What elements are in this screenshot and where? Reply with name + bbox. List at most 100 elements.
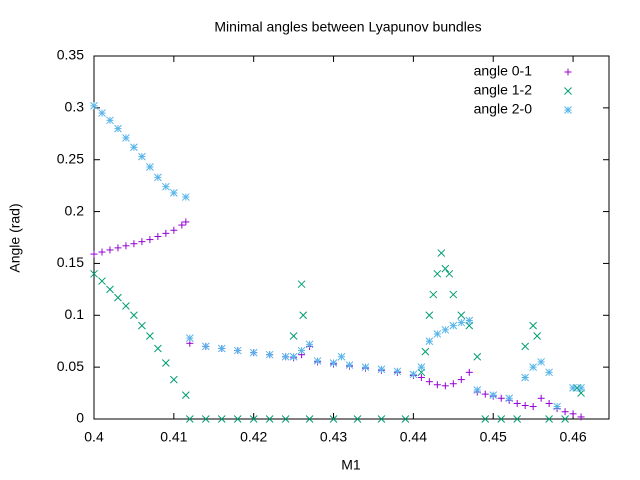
marker-stroke xyxy=(361,363,370,371)
marker-stroke xyxy=(353,415,362,423)
marker-stroke xyxy=(425,311,434,320)
marker xyxy=(98,277,106,285)
marker xyxy=(297,280,306,289)
marker-stroke xyxy=(185,334,194,342)
marker xyxy=(465,368,473,376)
marker-stroke xyxy=(377,365,386,374)
marker-stroke xyxy=(169,375,178,384)
marker-stroke xyxy=(433,269,442,278)
marker-stroke xyxy=(281,352,290,361)
marker xyxy=(457,318,466,327)
marker-stroke xyxy=(441,264,450,273)
marker xyxy=(513,399,521,407)
marker xyxy=(162,229,170,237)
marker xyxy=(305,340,314,349)
marker xyxy=(433,381,441,389)
marker-stroke xyxy=(481,415,490,423)
marker-stroke xyxy=(90,101,98,110)
marker-stroke xyxy=(449,290,458,299)
marker xyxy=(564,87,572,95)
marker-stroke xyxy=(114,124,122,133)
marker-stroke xyxy=(305,415,314,423)
marker-stroke xyxy=(449,321,458,330)
marker-stroke xyxy=(146,332,154,340)
marker xyxy=(545,368,553,377)
marker-stroke xyxy=(473,386,482,394)
marker-stroke xyxy=(299,311,308,320)
marker xyxy=(497,415,506,423)
marker-stroke xyxy=(521,342,530,351)
marker xyxy=(122,134,130,142)
marker xyxy=(393,367,402,376)
marker xyxy=(130,311,138,320)
marker-stroke xyxy=(201,342,210,351)
marker-stroke xyxy=(130,311,138,320)
marker-stroke xyxy=(337,352,346,361)
y-tick-label: 0.35 xyxy=(57,47,84,63)
marker xyxy=(169,189,178,197)
marker xyxy=(98,109,106,117)
marker-stroke xyxy=(409,370,418,379)
marker xyxy=(181,193,190,201)
marker xyxy=(345,361,354,369)
marker xyxy=(170,226,178,234)
marker xyxy=(154,173,162,182)
marker xyxy=(577,384,585,392)
marker xyxy=(569,410,577,418)
marker-stroke xyxy=(329,359,338,367)
marker xyxy=(90,101,98,110)
marker xyxy=(569,384,577,392)
marker xyxy=(265,415,274,423)
marker xyxy=(561,408,569,416)
marker-stroke xyxy=(445,269,454,278)
marker xyxy=(217,415,226,423)
marker-stroke xyxy=(181,391,190,399)
marker xyxy=(553,402,561,411)
marker-stroke xyxy=(513,415,522,423)
marker xyxy=(146,236,154,244)
x-tick-label: 0.44 xyxy=(400,429,427,445)
marker xyxy=(217,344,226,353)
marker xyxy=(401,415,410,423)
marker-stroke xyxy=(233,346,242,355)
x-tick-label: 0.43 xyxy=(320,429,347,445)
x-tick-label: 0.41 xyxy=(160,429,187,445)
marker xyxy=(481,415,490,423)
marker xyxy=(146,163,154,171)
marker xyxy=(201,415,210,423)
marker-stroke xyxy=(98,109,106,117)
marker xyxy=(178,221,186,229)
marker-stroke xyxy=(138,152,146,161)
marker xyxy=(433,330,442,338)
marker-stroke xyxy=(569,384,577,392)
marker-stroke xyxy=(265,415,274,423)
marker xyxy=(533,332,541,340)
marker xyxy=(437,249,446,257)
marker xyxy=(425,337,434,346)
marker xyxy=(521,373,530,382)
marker-stroke xyxy=(553,402,561,411)
marker xyxy=(481,390,489,398)
marker xyxy=(122,242,130,250)
marker xyxy=(329,359,338,367)
marker-stroke xyxy=(138,321,146,330)
marker-stroke xyxy=(377,415,386,423)
marker xyxy=(449,321,458,330)
marker-stroke xyxy=(281,415,290,423)
x-tick-label: 0.45 xyxy=(480,429,507,445)
y-tick-label: 0.1 xyxy=(65,306,85,322)
marker-stroke xyxy=(561,415,569,423)
x-axis-label: M1 xyxy=(341,457,361,473)
marker xyxy=(98,248,106,256)
marker xyxy=(513,415,522,423)
marker xyxy=(529,321,538,330)
marker xyxy=(185,334,194,342)
marker-stroke xyxy=(106,116,114,125)
marker xyxy=(465,316,474,325)
marker xyxy=(441,264,450,273)
x-tick-label: 0.42 xyxy=(240,429,267,445)
y-tick-label: 0.25 xyxy=(57,150,84,166)
marker-stroke xyxy=(154,344,162,353)
marker xyxy=(545,399,553,407)
marker xyxy=(313,357,322,365)
